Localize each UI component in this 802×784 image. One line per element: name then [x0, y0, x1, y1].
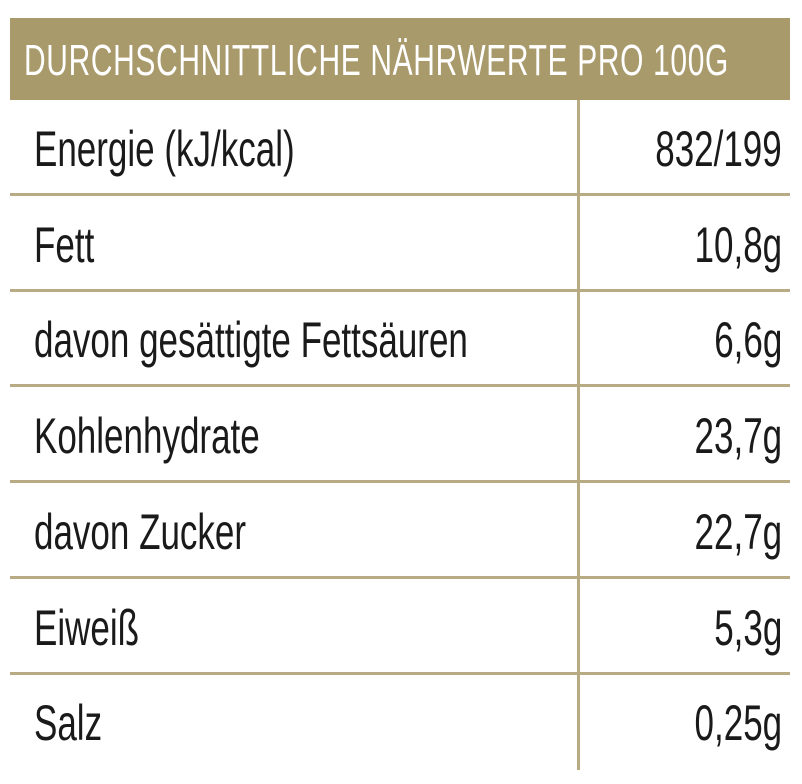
table-row: Eiweiß 5,3g: [10, 579, 790, 675]
nutrient-label: Energie (kJ/kcal): [34, 121, 295, 177]
nutrient-label: Eiweiß: [34, 599, 140, 656]
nutrient-label: davon gesättigte Fettsäuren: [34, 312, 468, 369]
nutrient-label: davon Zucker: [34, 503, 247, 560]
nutrient-value: 22,7g: [694, 503, 782, 560]
nutrient-value: 0,25g: [694, 695, 782, 752]
nutrient-value: 23,7g: [694, 408, 782, 465]
table-row: davon Zucker 22,7g: [10, 483, 790, 579]
table-header: DURCHSCHNITTLICHE NÄHRWERTE PRO 100G: [10, 18, 790, 100]
nutrient-label: Fett: [34, 216, 95, 273]
nutrient-value: 832/199: [655, 121, 782, 177]
table-row: Fett 10,8g: [10, 196, 790, 292]
nutrient-label: Kohlenhydrate: [34, 408, 260, 465]
header-title: DURCHSCHNITTLICHE NÄHRWERTE PRO 100G: [24, 36, 729, 85]
nutrient-value: 6,6g: [713, 312, 782, 369]
table-row: Salz 0,25g: [10, 674, 790, 770]
table-row: davon gesättigte Fettsäuren 6,6g: [10, 291, 790, 388]
table-row: Kohlenhydrate 23,7g: [10, 387, 790, 484]
table-row: Energie (kJ/kcal) 832/199: [10, 100, 790, 196]
nutrient-label: Salz: [34, 695, 103, 752]
column-divider: [577, 100, 580, 770]
nutrient-value: 10,8g: [694, 216, 782, 273]
nutrient-value: 5,3g: [713, 599, 782, 656]
nutrition-table: DURCHSCHNITTLICHE NÄHRWERTE PRO 100G Ene…: [10, 18, 790, 770]
